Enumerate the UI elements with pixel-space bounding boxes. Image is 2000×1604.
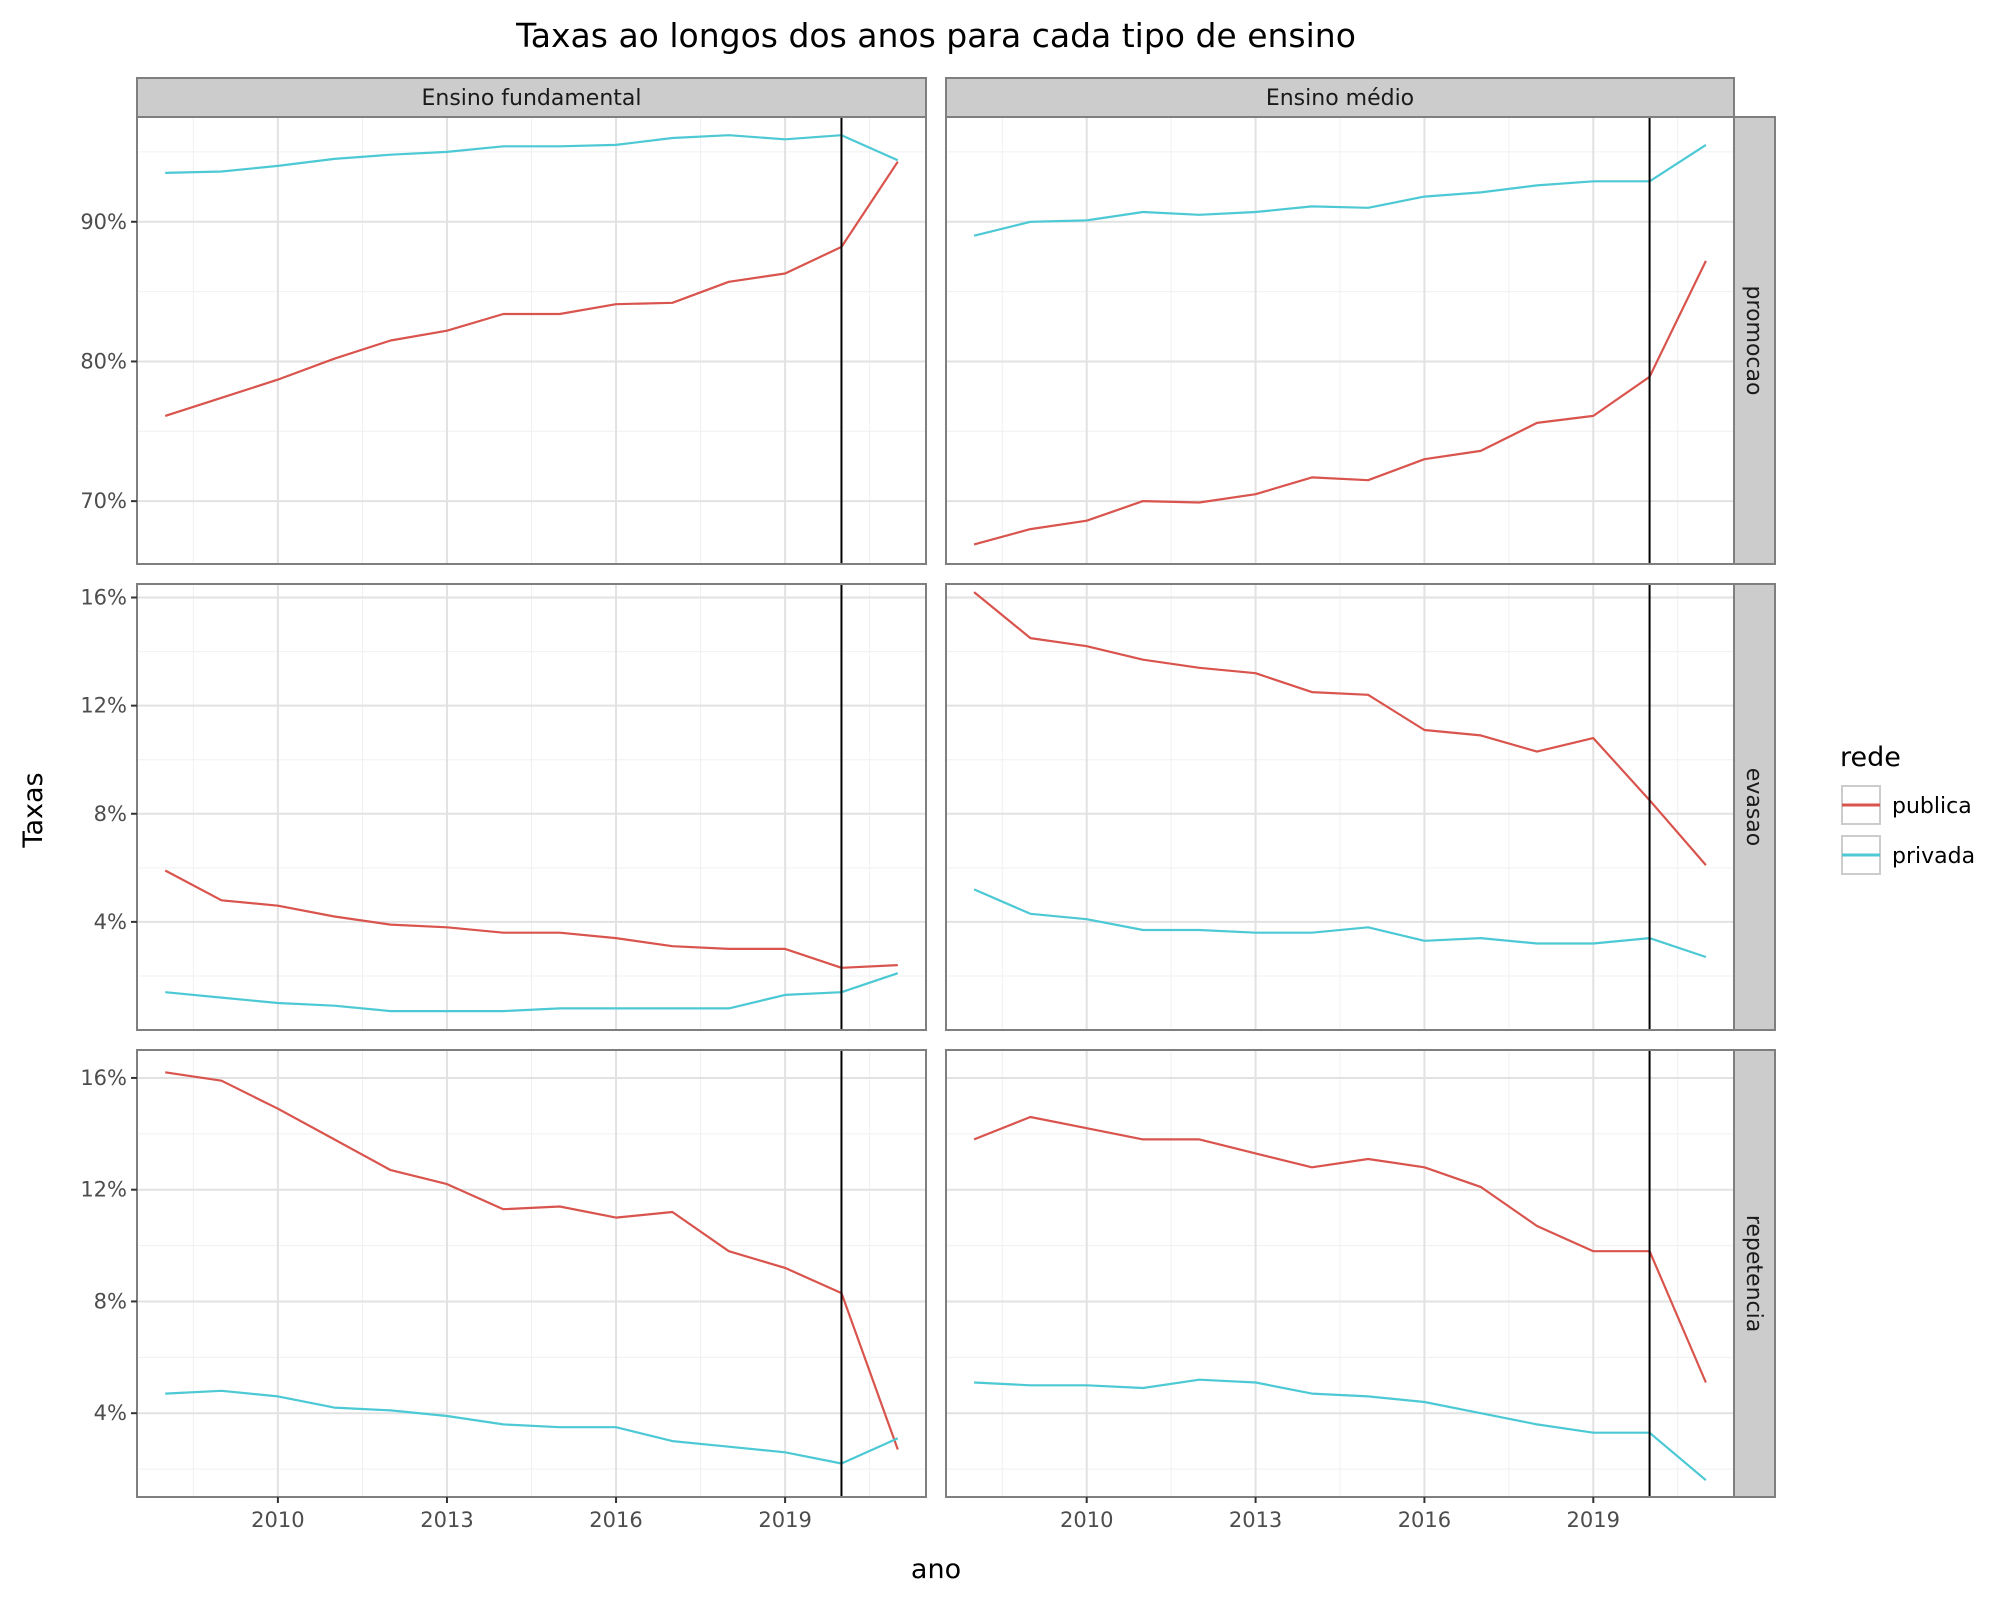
x-tick-label: 2019 [1567,1508,1620,1532]
series-line-publica [973,591,1707,866]
x-tick-label: 2013 [420,1508,473,1532]
chart-title: Taxas ao longos dos anos para cada tipo … [515,16,1356,55]
row-strip-label-promocao: promocao [1741,286,1766,396]
facet-panels: Ensino fundamental Ensino médio promocao ev… [80,77,1776,1532]
series-line-privada [165,1389,899,1465]
row-strip-repetencia [1733,1049,1776,1498]
series-line-privada [165,134,899,174]
y-tick-label: 12% [80,694,127,718]
series-line-privada [165,972,899,1013]
panel-promocao-ensino-medio [945,116,1735,565]
row-strip-label-evasao: evasao [1741,768,1766,846]
y-axis-label: Taxas [18,772,49,848]
x-tick-label: 2010 [1060,1508,1113,1532]
panel-evasao-ensino-fundamental: 4% 8% 12% 16% [80,583,927,1031]
row-strip-promocao [1733,116,1776,565]
y-tick-label: 12% [80,1178,127,1202]
panel-border [945,1049,1735,1498]
panel-promocao-ensino-fundamental: 70% 80% 90% [80,116,927,565]
panel-repetencia-ensino-fundamental: 4% 8% 12% 16% 2010 2013 2016 2019 [80,1049,927,1532]
y-tick-label: 90% [80,210,127,234]
series-line-privada [973,143,1707,237]
panel-border [945,116,1735,565]
row-strip-label-repetencia: repetencia [1741,1215,1766,1332]
y-tick-label: 8% [94,802,127,826]
panel-border [136,583,927,1031]
series-line-privada [974,1378,1707,1482]
facet-strip-label-ensino-medio: Ensino médio [1266,86,1414,111]
panel-border [136,116,927,565]
panel-border [945,583,1735,1031]
legend-title: rede [1840,742,1901,773]
panel-evasao-ensino-medio [945,583,1735,1031]
x-tick-label: 2016 [589,1508,642,1532]
facet-strip-ensino-medio [945,77,1735,118]
x-axis-label: ano [911,1554,961,1585]
panel-border [136,1049,927,1498]
x-tick-label: 2010 [251,1508,304,1532]
x-tick-label: 2016 [1398,1508,1451,1532]
legend-label-publica: publica [1892,794,1972,819]
facet-strip-ensino-fundamental [136,77,927,118]
series-line-privada [973,888,1707,959]
series-line-publica [164,869,898,969]
series-line-publica [973,1115,1707,1383]
y-tick-label: 16% [80,1066,127,1090]
legend-label-privada: privada [1892,844,1975,869]
panel-repetencia-ensino-medio: 2010 2013 2016 2019 [945,1049,1735,1532]
y-tick-label: 8% [94,1289,127,1313]
facet-strip-label-ensino-fundamental: Ensino fundamental [421,86,641,111]
y-tick-label: 70% [80,489,127,513]
y-tick-label: 16% [80,586,127,610]
series-line-publica [973,260,1707,546]
series-line-publica [164,161,899,417]
legend: rede publica privada [1840,742,1975,875]
x-tick-label: 2019 [758,1508,811,1532]
row-strip-evasao [1733,583,1776,1031]
y-tick-label: 4% [94,910,127,934]
y-tick-label: 80% [80,349,127,373]
x-tick-label: 2013 [1229,1508,1282,1532]
series-line-publica [165,1071,899,1450]
y-tick-label: 4% [94,1401,127,1425]
